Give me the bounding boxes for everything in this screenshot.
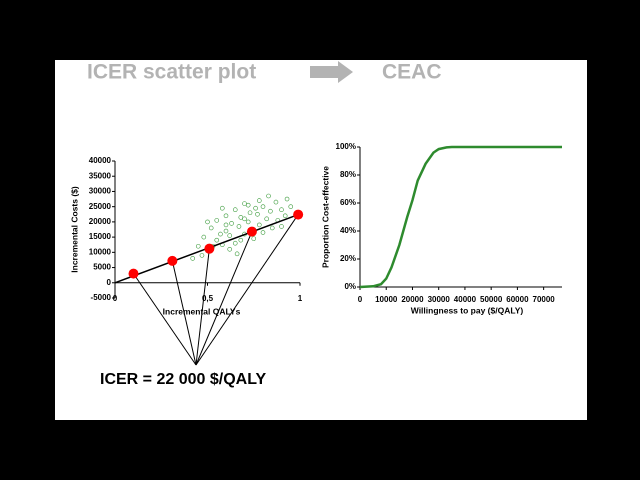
right-title: CEAC <box>382 61 442 84</box>
y-axis-label: Proportion Cost-effective <box>320 166 330 268</box>
scatter-point <box>208 225 214 231</box>
y-tick-label: 20% <box>340 254 356 263</box>
scatter-point <box>214 218 220 223</box>
y-tick-label: 80% <box>340 170 356 179</box>
scatter-point <box>282 213 288 219</box>
x-axis-label: Willingness to pay ($/QALY) <box>411 305 524 315</box>
scatter-point <box>256 198 262 203</box>
annotation: ICER = 22 000 $/QALY <box>100 371 266 388</box>
y-tick-label: 100% <box>336 142 356 151</box>
scatter-point <box>201 234 207 240</box>
y-tick-label: 30000 <box>89 187 112 196</box>
ceac-line <box>359 145 562 289</box>
scatter-point <box>245 202 251 208</box>
x-tick-label: 1 <box>298 294 303 303</box>
scatter-point <box>268 208 273 214</box>
scatter-point <box>220 205 225 211</box>
x-tick-label: 60000 <box>506 295 529 304</box>
scatter-point <box>255 211 260 217</box>
scatter-point <box>214 237 220 243</box>
y-tick-label: 0% <box>344 282 356 291</box>
y-tick-label: 25000 <box>89 202 112 211</box>
highlight-point <box>204 243 215 254</box>
scatter-point <box>269 225 275 231</box>
x-tick-label: 0,5 <box>202 294 214 303</box>
scatter-point <box>260 230 266 235</box>
scatter-point <box>195 243 201 249</box>
scatter-point <box>253 205 258 211</box>
scatter-point <box>223 222 229 228</box>
scatter-point <box>238 237 244 243</box>
scatter-point <box>260 204 266 209</box>
highlight-point <box>246 226 257 237</box>
x-tick-label: 40000 <box>454 295 477 304</box>
y-tick-label: 5000 <box>93 263 111 272</box>
x-tick-label: 50000 <box>480 295 503 304</box>
highlight-point <box>167 255 178 266</box>
scatter-point <box>227 233 232 238</box>
scatter-point <box>245 219 251 225</box>
scatter-point <box>227 246 232 252</box>
y-axis-label: Incremental Costs ($) <box>69 186 79 273</box>
scatter-point <box>279 224 284 229</box>
x-tick-label: 70000 <box>533 295 556 304</box>
connector <box>195 231 253 366</box>
scatter-point <box>284 196 290 202</box>
scatter-point <box>232 240 238 246</box>
x-tick-label: 20000 <box>401 295 424 304</box>
scatter-point <box>264 216 270 222</box>
y-tick-label: 40000 <box>89 156 112 165</box>
y-tick-label: -5000 <box>91 293 112 302</box>
arrow <box>310 61 353 83</box>
scatter-point <box>251 236 257 241</box>
scatter-point <box>205 219 210 225</box>
scatter-point <box>190 256 195 261</box>
y-tick-label: 20000 <box>89 217 112 226</box>
y-tick-label: 60% <box>340 198 356 207</box>
scatter-point <box>223 228 229 234</box>
scatter-point <box>218 231 223 237</box>
x-axis-label: Incremental QALYs <box>163 306 241 316</box>
x-tick-label: 10000 <box>375 295 398 304</box>
scatter-point <box>232 207 238 213</box>
scatter-point <box>247 210 253 216</box>
scatter-point <box>236 224 242 229</box>
x-tick-label: 30000 <box>428 295 451 304</box>
scatter-point <box>288 204 294 209</box>
scatter-point <box>256 222 262 228</box>
left-title: ICER scatter plot <box>87 61 256 84</box>
connector <box>195 214 299 366</box>
scatter-point <box>234 251 240 257</box>
y-tick-label: 35000 <box>89 171 112 180</box>
connectors <box>133 214 299 366</box>
connector <box>133 273 197 366</box>
scatter-point <box>279 207 284 213</box>
slide-background <box>55 60 587 420</box>
scatter-point <box>266 193 271 199</box>
scatter-point <box>273 199 279 205</box>
y-tick-label: 0 <box>107 278 112 287</box>
x-tick-label: 0 <box>358 295 363 304</box>
scatter-point <box>223 213 229 219</box>
y-tick-label: 40% <box>340 226 356 235</box>
scatter-point <box>229 221 234 226</box>
scatter-point <box>242 216 247 222</box>
y-tick-label: 10000 <box>89 247 112 256</box>
highlight-point <box>128 268 139 279</box>
x-tick-label: 0 <box>113 294 118 303</box>
highlight-point <box>293 209 304 220</box>
connector <box>195 248 210 366</box>
connector <box>171 260 197 366</box>
y-tick-label: 15000 <box>89 232 112 241</box>
scatter-point <box>199 253 205 258</box>
